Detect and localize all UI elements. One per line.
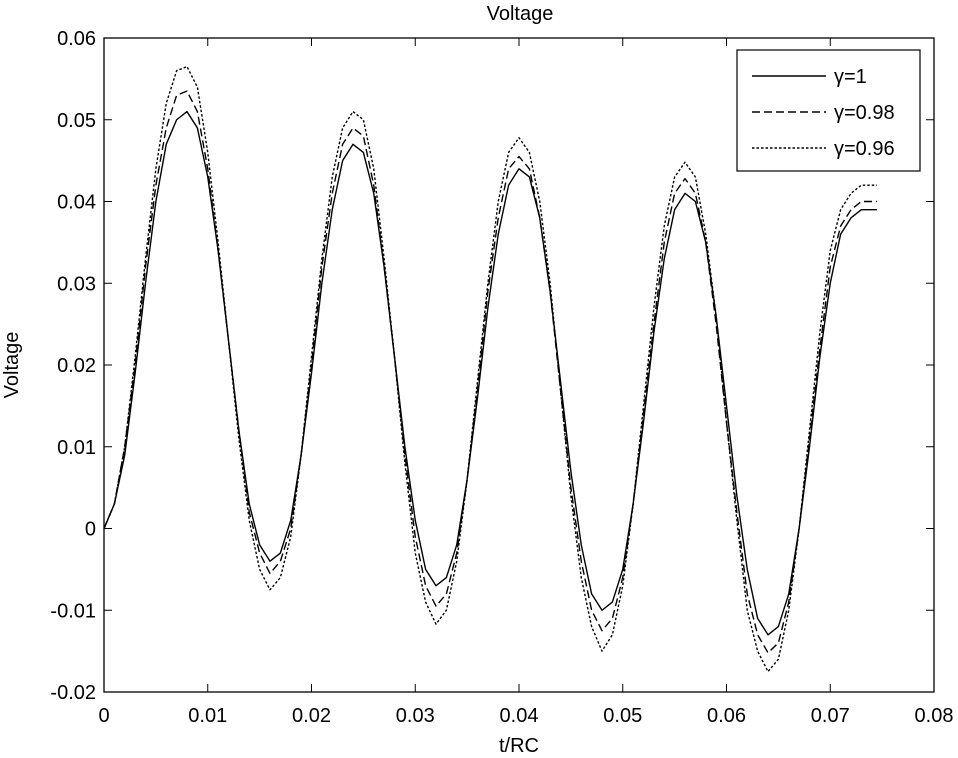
y-tick-label: -0.02 <box>50 682 96 704</box>
series-line-2 <box>103 90 877 654</box>
series-layer <box>103 65 877 673</box>
x-tick-label: 0.07 <box>811 705 850 727</box>
x-axis: 0 0.01 0.02 0.03 0.04 0.05 0.06 0.07 0.08 <box>98 38 953 727</box>
y-tick-label: -0.01 <box>50 600 96 622</box>
x-tick-label: 0 <box>98 705 109 727</box>
legend: γ=1 γ=0.98 γ=0.96 <box>736 49 921 172</box>
series-line-3 <box>103 65 877 673</box>
x-tick-label: 0.04 <box>500 705 539 727</box>
x-tick-label: 0.02 <box>292 705 331 727</box>
y-tick-label: 0.03 <box>57 273 96 295</box>
y-axis-label: Voltage <box>1 332 23 399</box>
legend-label-1: γ=1 <box>834 66 867 88</box>
x-tick-label: 0.05 <box>603 705 642 727</box>
legend-label-3: γ=0.96 <box>834 138 895 160</box>
y-tick-label: 0.05 <box>57 110 96 132</box>
x-axis-label: t/RC <box>499 735 539 757</box>
series-line-1 <box>103 110 877 636</box>
y-tick-label: 0 <box>85 519 96 541</box>
x-tick-label: 0.08 <box>915 705 954 727</box>
legend-box <box>736 49 921 172</box>
x-tick-label: 0.03 <box>396 705 435 727</box>
y-tick-label: 0.02 <box>57 355 96 377</box>
y-tick-label: 0.06 <box>57 28 96 50</box>
y-tick-label: 0.01 <box>57 437 96 459</box>
y-tick-label: 0.04 <box>57 192 96 214</box>
x-tick-label: 0.06 <box>707 705 746 727</box>
y-axis: -0.02 -0.01 0 0.01 0.02 0.03 0.04 0.05 0.06 <box>50 28 934 704</box>
x-tick-label: 0.01 <box>188 705 227 727</box>
chart-title: Voltage <box>487 3 554 25</box>
legend-label-2: γ=0.98 <box>834 102 895 124</box>
